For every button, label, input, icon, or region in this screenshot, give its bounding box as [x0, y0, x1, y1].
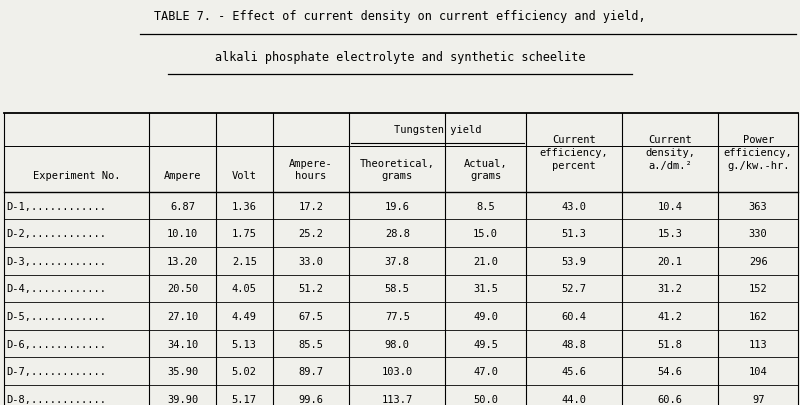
Text: D-7,............: D-7,............ [6, 367, 106, 376]
Text: 34.10: 34.10 [167, 339, 198, 349]
Text: 77.5: 77.5 [385, 311, 410, 321]
Text: D-3,............: D-3,............ [6, 256, 106, 266]
Text: 15.0: 15.0 [473, 229, 498, 239]
Text: 60.4: 60.4 [562, 311, 586, 321]
Text: Theoretical,
grams: Theoretical, grams [360, 158, 434, 181]
Text: 5.13: 5.13 [232, 339, 257, 349]
Text: 58.5: 58.5 [385, 284, 410, 294]
Text: 54.6: 54.6 [658, 367, 682, 376]
Text: 89.7: 89.7 [298, 367, 323, 376]
Text: Ampere: Ampere [164, 171, 202, 181]
Text: 60.6: 60.6 [658, 394, 682, 404]
Text: 363: 363 [749, 201, 767, 211]
Text: 67.5: 67.5 [298, 311, 323, 321]
Text: 20.1: 20.1 [658, 256, 682, 266]
Text: 49.5: 49.5 [473, 339, 498, 349]
Text: 5.02: 5.02 [232, 367, 257, 376]
Text: 98.0: 98.0 [385, 339, 410, 349]
Text: Ampere-
hours: Ampere- hours [289, 158, 333, 181]
Text: 52.7: 52.7 [562, 284, 586, 294]
Text: 45.6: 45.6 [562, 367, 586, 376]
Text: 6.87: 6.87 [170, 201, 195, 211]
Text: 48.8: 48.8 [562, 339, 586, 349]
Text: Volt: Volt [232, 171, 257, 181]
Text: 113.7: 113.7 [382, 394, 413, 404]
Text: 37.8: 37.8 [385, 256, 410, 266]
Text: 104: 104 [749, 367, 767, 376]
Text: 1.75: 1.75 [232, 229, 257, 239]
Text: 39.90: 39.90 [167, 394, 198, 404]
Text: Tungsten yield: Tungsten yield [394, 125, 482, 134]
Text: 103.0: 103.0 [382, 367, 413, 376]
Text: 99.6: 99.6 [298, 394, 323, 404]
Text: Current
density,
a./dm.²: Current density, a./dm.² [645, 135, 695, 171]
Text: D-4,............: D-4,............ [6, 284, 106, 294]
Text: 97: 97 [752, 394, 765, 404]
Text: 13.20: 13.20 [167, 256, 198, 266]
Text: 20.50: 20.50 [167, 284, 198, 294]
Text: 4.49: 4.49 [232, 311, 257, 321]
Text: Actual,
grams: Actual, grams [464, 158, 507, 181]
Text: 19.6: 19.6 [385, 201, 410, 211]
Text: 1.36: 1.36 [232, 201, 257, 211]
Text: 28.8: 28.8 [385, 229, 410, 239]
Text: 4.05: 4.05 [232, 284, 257, 294]
Text: 21.0: 21.0 [473, 256, 498, 266]
Text: 49.0: 49.0 [473, 311, 498, 321]
Text: 162: 162 [749, 311, 767, 321]
Text: alkali phosphate electrolyte and synthetic scheelite: alkali phosphate electrolyte and synthet… [214, 51, 586, 64]
Text: 53.9: 53.9 [562, 256, 586, 266]
Text: TABLE 7. - Effect of current density on current efficiency and yield,: TABLE 7. - Effect of current density on … [154, 10, 646, 23]
Text: 50.0: 50.0 [473, 394, 498, 404]
Text: D-1,............: D-1,............ [6, 201, 106, 211]
Text: D-2,............: D-2,............ [6, 229, 106, 239]
Text: 10.4: 10.4 [658, 201, 682, 211]
Text: 15.3: 15.3 [658, 229, 682, 239]
Text: D-6,............: D-6,............ [6, 339, 106, 349]
Text: 35.90: 35.90 [167, 367, 198, 376]
Text: 25.2: 25.2 [298, 229, 323, 239]
Text: 5.17: 5.17 [232, 394, 257, 404]
Text: 43.0: 43.0 [562, 201, 586, 211]
Text: D-8,............: D-8,............ [6, 394, 106, 404]
Text: 330: 330 [749, 229, 767, 239]
Text: 51.8: 51.8 [658, 339, 682, 349]
Text: 85.5: 85.5 [298, 339, 323, 349]
Text: 31.5: 31.5 [473, 284, 498, 294]
Text: 8.5: 8.5 [476, 201, 495, 211]
Text: 10.10: 10.10 [167, 229, 198, 239]
Text: 33.0: 33.0 [298, 256, 323, 266]
Text: 152: 152 [749, 284, 767, 294]
Text: 51.2: 51.2 [298, 284, 323, 294]
Text: 113: 113 [749, 339, 767, 349]
Text: 47.0: 47.0 [473, 367, 498, 376]
Text: 296: 296 [749, 256, 767, 266]
Text: 2.15: 2.15 [232, 256, 257, 266]
Text: Current
efficiency,
percent: Current efficiency, percent [539, 135, 608, 171]
Text: 27.10: 27.10 [167, 311, 198, 321]
Text: 41.2: 41.2 [658, 311, 682, 321]
Text: 17.2: 17.2 [298, 201, 323, 211]
Text: D-5,............: D-5,............ [6, 311, 106, 321]
Text: 44.0: 44.0 [562, 394, 586, 404]
Text: Experiment No.: Experiment No. [33, 171, 120, 181]
Text: Power
efficiency,
g./kw.-hr.: Power efficiency, g./kw.-hr. [724, 135, 793, 171]
Text: 51.3: 51.3 [562, 229, 586, 239]
Text: 31.2: 31.2 [658, 284, 682, 294]
